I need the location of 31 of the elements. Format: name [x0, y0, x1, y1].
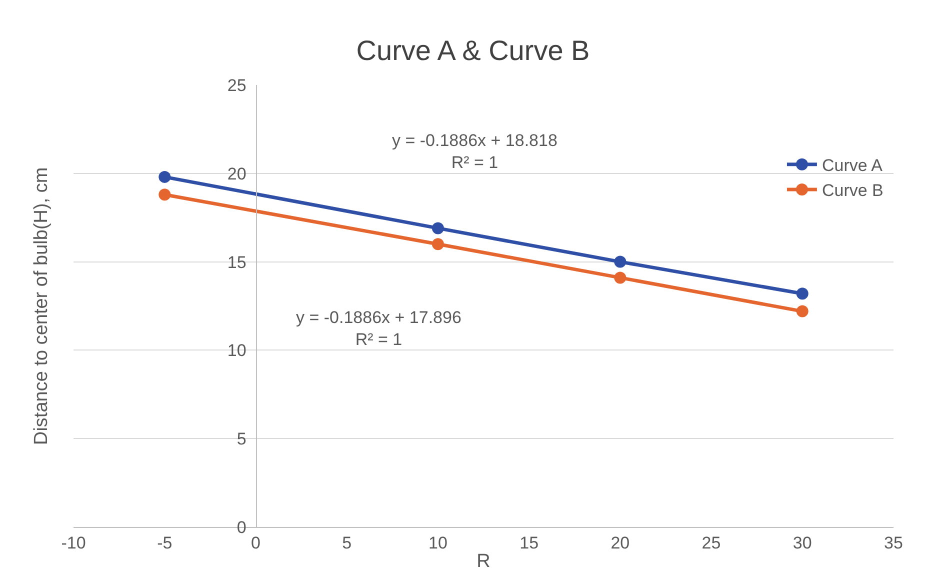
x-tick-label: -10 — [61, 533, 86, 552]
point — [614, 256, 626, 268]
x-tick-label: 35 — [884, 533, 903, 552]
y-tick-label: 25 — [227, 76, 246, 95]
y-tick-label: 20 — [227, 164, 246, 184]
x-tick-label: -5 — [157, 533, 172, 552]
x-tick-label: 0 — [251, 533, 260, 552]
point — [796, 305, 808, 318]
chart-title: Curve A & Curve B — [356, 35, 590, 66]
point — [158, 188, 171, 201]
point — [614, 272, 626, 284]
annotation: y = -0.1886x + 18.818 R² = 1 — [392, 131, 558, 172]
x-axis-title: R — [476, 551, 490, 572]
point — [158, 170, 171, 183]
legend-label: Curve B — [822, 181, 884, 200]
y-tick-label: 0 — [236, 518, 246, 537]
legend-label: Curve A — [822, 156, 884, 176]
y-axis-title: Distance to center of bulb(H), cm — [31, 167, 52, 446]
x-tick-label: 30 — [792, 533, 812, 552]
y-tick-label: 5 — [236, 430, 246, 449]
point — [432, 222, 444, 234]
point — [796, 288, 808, 300]
x-tick-label: 5 — [342, 533, 352, 552]
y-tick-label: 10 — [227, 341, 246, 360]
annotation: y = -0.1886x + 17.896 R² = 1 — [296, 308, 462, 350]
y-tick-label: 15 — [227, 252, 246, 272]
point — [432, 238, 444, 250]
x-tick-label: 15 — [520, 533, 539, 552]
x-tick-label: 20 — [610, 533, 630, 552]
x-tick-label: 10 — [428, 533, 448, 552]
x-tick-label: 25 — [702, 533, 721, 552]
